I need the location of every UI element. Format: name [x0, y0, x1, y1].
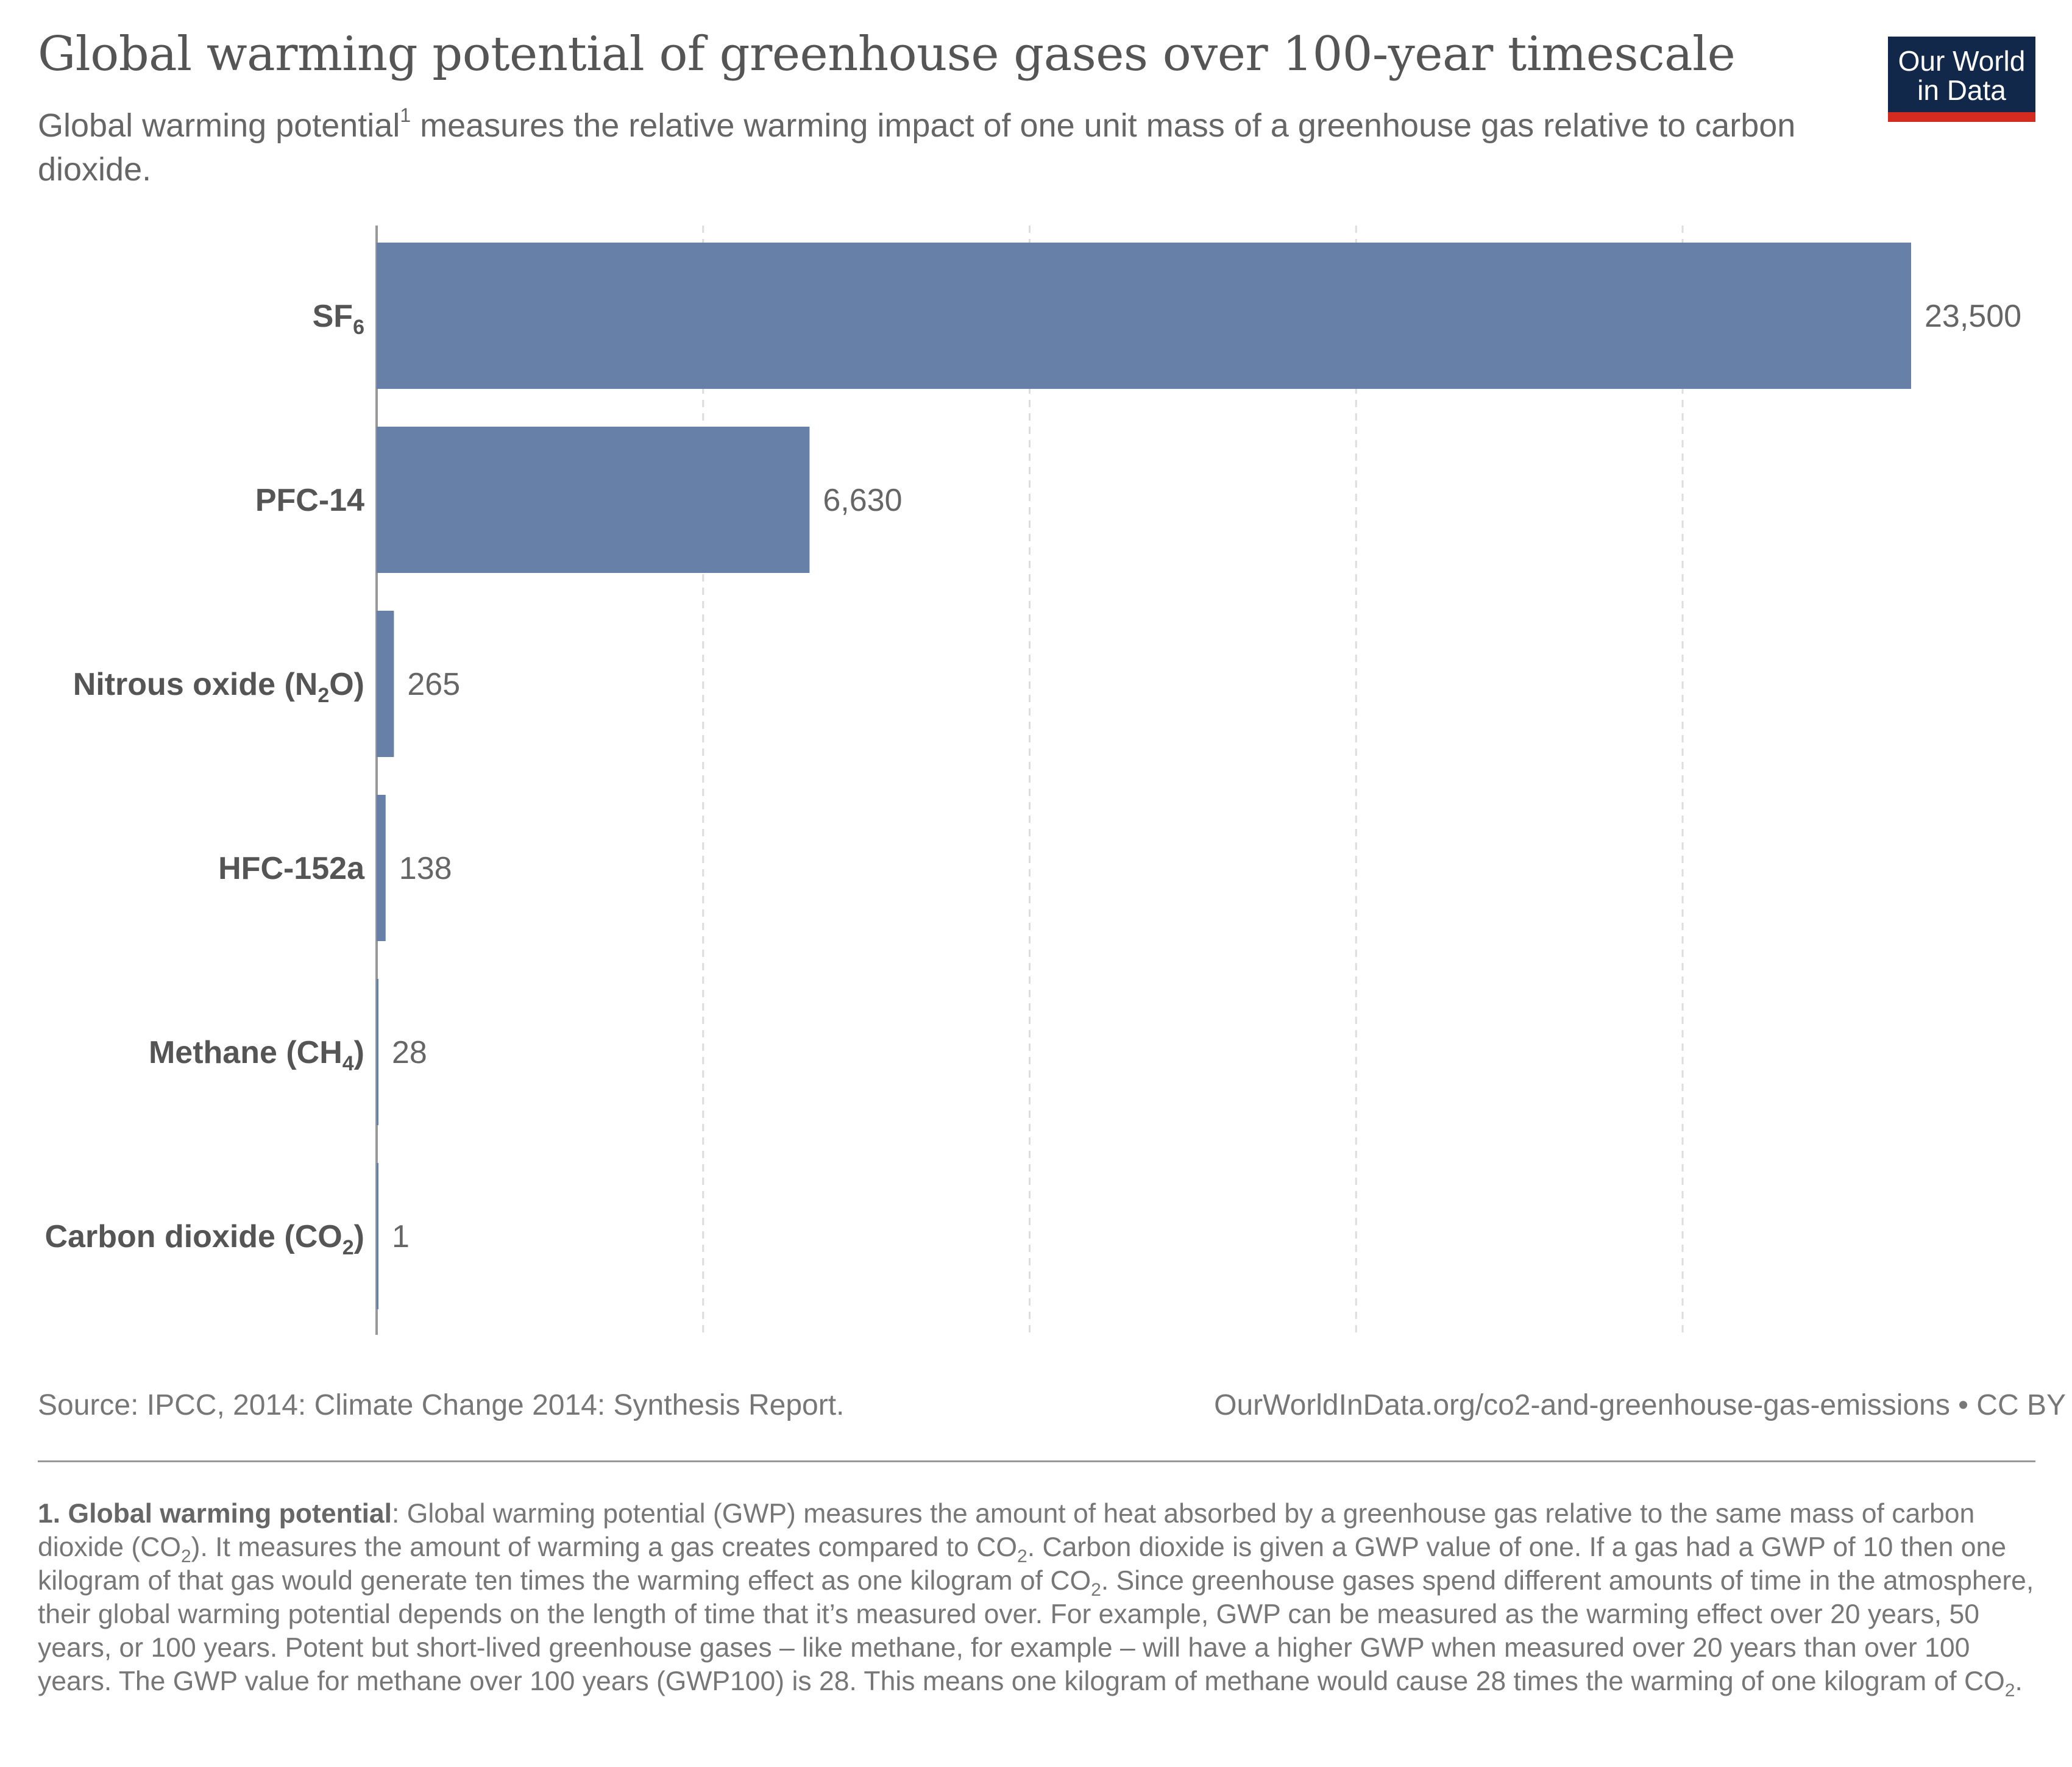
footnote-text: ). It measures the amount of warming a g… — [191, 1532, 1018, 1562]
category-labels: SF6 PFC-14 Nitrous oxide (N2O) HFC-152a Meth… — [45, 299, 366, 1259]
bar-chart: SF6 PFC-14 Nitrous oxide (N2O) HFC-152a Meth… — [45, 226, 2021, 1335]
category-label: HFC-152a — [218, 851, 365, 886]
logo-line-2: in Data — [1917, 74, 2006, 106]
footnote-marker[interactable]: 1 — [400, 104, 411, 126]
subtitle-text: Global warming potential — [38, 107, 400, 144]
subscript: 2 — [2004, 1680, 2015, 1701]
footnote-text: : Global warming potential (GWP) measure… — [38, 1499, 1975, 1562]
value-label: 23,500 — [1925, 299, 2021, 334]
logo-line-1: Our World — [1898, 45, 2026, 77]
page-title: Global warming potential of greenhouse g… — [38, 27, 1736, 82]
value-labels: 23,500 6,630 265 138 28 1 — [392, 299, 2021, 1254]
value-label: 6,630 — [823, 483, 902, 518]
value-label: 265 — [407, 667, 460, 702]
value-label: 1 — [392, 1219, 410, 1254]
category-label: Methane (CH4) — [149, 1035, 364, 1075]
footnote-text: . — [2015, 1666, 2023, 1696]
footnote-text: . Carbon dioxide is given a GWP value of… — [38, 1532, 2006, 1596]
bars — [377, 243, 1911, 1309]
footnote-divider — [38, 1460, 2035, 1462]
bar[interactable] — [377, 427, 810, 573]
subtitle-text-rest: measures the relative warming impact of … — [38, 107, 1796, 188]
value-label: 138 — [399, 851, 452, 886]
category-label: PFC-14 — [255, 483, 364, 518]
category-label: Nitrous oxide (N2O) — [73, 667, 364, 707]
subscript: 2 — [1017, 1546, 1027, 1566]
bar[interactable] — [377, 611, 394, 757]
owid-logo[interactable]: Our World in Data — [1888, 37, 2035, 122]
footnote-heading: 1. Global warming potential — [38, 1499, 392, 1529]
value-label: 28 — [392, 1035, 427, 1070]
category-label: SF6 — [313, 299, 364, 339]
footnote: 1. Global warming potential: Global warm… — [38, 1497, 2040, 1701]
bar[interactable] — [377, 243, 1911, 389]
logo-accent-bar — [1888, 112, 2035, 122]
bar[interactable] — [377, 795, 386, 941]
subscript: 2 — [180, 1546, 191, 1566]
bar[interactable] — [377, 1163, 378, 1309]
footnote-text: . Since greenhouse gases spend different… — [38, 1566, 2034, 1696]
credit-link[interactable]: OurWorldInData.org/co2-and-greenhouse-ga… — [1214, 1389, 2066, 1421]
subtitle: Global warming potential1 measures the r… — [38, 104, 1805, 191]
subscript: 2 — [1091, 1580, 1101, 1600]
bar[interactable] — [377, 979, 379, 1125]
category-label: Carbon dioxide (CO2) — [45, 1219, 365, 1259]
gridlines — [375, 226, 1684, 1335]
source-text[interactable]: Source: IPCC, 2014: Climate Change 2014:… — [38, 1389, 845, 1421]
